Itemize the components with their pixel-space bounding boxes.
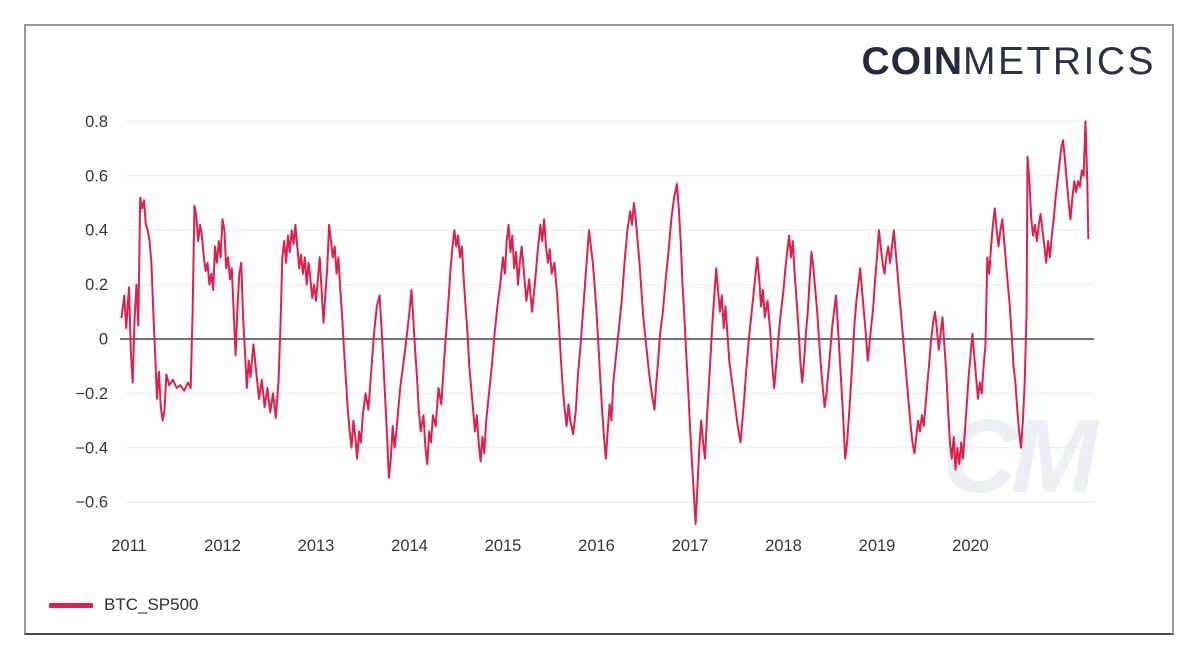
series-line-BTC_SP500 [120,120,1090,525]
x-axis-tick-label: 2017 [672,537,709,555]
x-axis-tick-label: 2019 [859,537,896,555]
logo-coin-text: COIN [861,40,963,83]
y-axis-tick-label: 0 [99,331,108,349]
legend-series-label: BTC_SP500 [104,595,199,614]
x-axis-tick-label: 2015 [485,537,522,555]
y-axis-tick-label: −0.4 [75,439,108,457]
legend-line-swatch [49,602,93,608]
coinmetrics-logo: COINMETRICS [862,40,1157,84]
y-axis-tick-label: 0.8 [85,113,108,131]
x-axis-tick-label: 2018 [765,537,802,555]
cm-watermark: CM [942,399,1098,515]
y-axis-tick-label: 0.4 [85,222,108,240]
x-axis-tick-label: 2014 [391,537,428,555]
logo-metrics-text: METRICS [963,40,1156,83]
y-axis-tick-label: 0.6 [85,167,108,185]
x-axis-tick-label: 2020 [952,537,989,555]
chart-legend: BTC_SP500 [49,595,199,615]
y-axis-tick-label: −0.2 [75,385,108,403]
y-axis-tick-label: 0.2 [85,276,108,294]
x-axis-tick-label: 2016 [578,537,615,555]
y-axis-tick-label: −0.6 [75,494,108,512]
x-axis-tick-label: 2012 [204,537,241,555]
x-axis-tick-label: 2011 [111,537,146,555]
x-axis-tick-label: 2013 [298,537,335,555]
chart-border-frame [24,24,1174,635]
